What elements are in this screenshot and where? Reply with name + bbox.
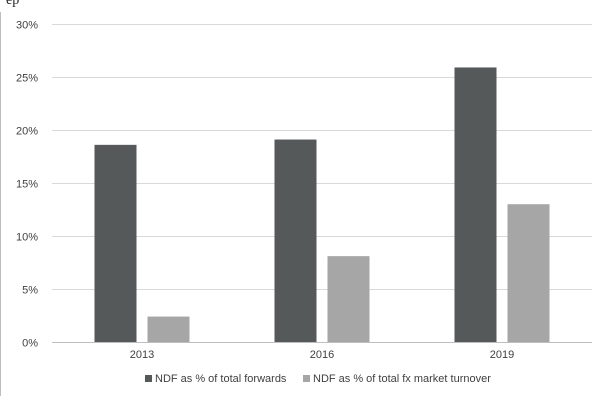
bar-forwards-2019 xyxy=(454,67,497,343)
x-tick-label: 2013 xyxy=(130,349,154,361)
y-tick-label: 20% xyxy=(16,126,38,138)
y-tick-label: 25% xyxy=(16,73,38,85)
x-tick-label: 2019 xyxy=(490,349,514,361)
legend-label: NDF as % of total fx market turnover xyxy=(313,373,491,385)
legend-swatch xyxy=(145,375,152,382)
cropped-top-text: ep xyxy=(6,0,20,8)
legend-swatch xyxy=(303,375,310,382)
y-tick-label: 0% xyxy=(22,338,38,350)
bar-forwards-2013 xyxy=(94,144,137,342)
bar-forwards-2016 xyxy=(274,139,317,342)
bar-turnover-2019 xyxy=(507,204,550,342)
bar-turnover-2013 xyxy=(147,316,190,342)
x-tick-label: 2016 xyxy=(310,349,334,361)
y-tick-label: 10% xyxy=(16,232,38,244)
legend-label: NDF as % of total forwards xyxy=(155,373,287,385)
y-tick-label: 5% xyxy=(22,285,38,297)
frame-left-edge xyxy=(0,12,1,396)
y-tick-label: 15% xyxy=(16,179,38,191)
bar-turnover-2016 xyxy=(327,256,370,342)
y-tick-label: 30% xyxy=(16,20,38,32)
